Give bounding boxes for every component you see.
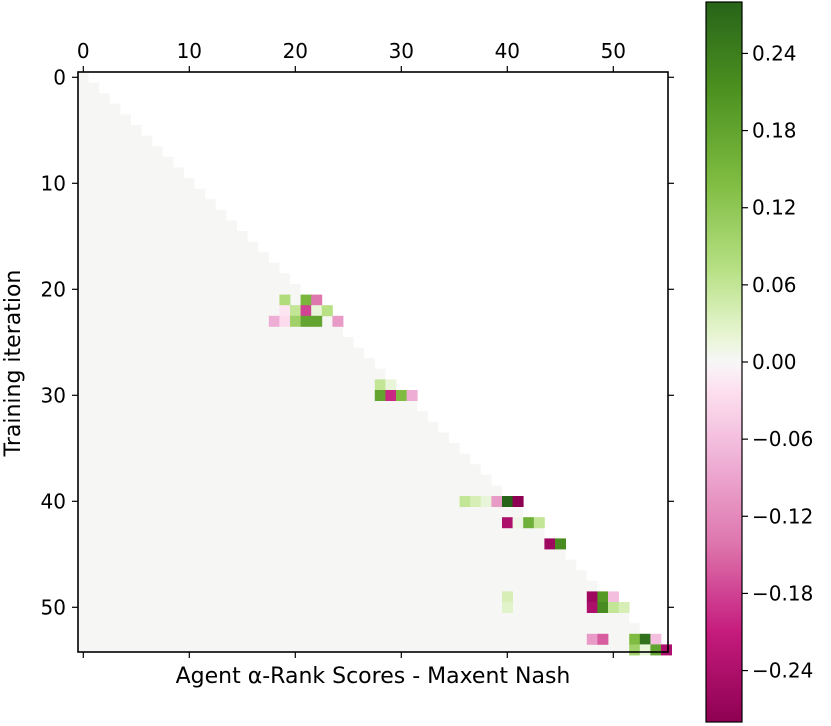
heatmap-cell <box>597 602 609 613</box>
heatmap-cell <box>608 591 619 603</box>
heatmap-cell <box>374 379 386 391</box>
colorbar: 0.24 0.18 0.12 0.06 0.00 −0.06 −0.12 −0.18 −0.24 <box>705 1 813 723</box>
heatmap-cell <box>300 305 312 317</box>
heatmap-cell <box>555 538 566 550</box>
y-tick-label: 50 <box>41 595 66 619</box>
colorbar-tick-label: 0.00 <box>752 350 797 374</box>
x-tick-label: 40 <box>495 39 520 63</box>
heatmap-cell <box>385 379 397 391</box>
heatmap-cell <box>502 591 513 603</box>
heatmap-cell <box>608 602 619 613</box>
heatmap-cell <box>639 644 651 656</box>
heatmap-cell <box>279 315 291 327</box>
heatmap-cell <box>650 633 662 645</box>
y-tick-label: 30 <box>41 383 66 407</box>
heatmap-cell <box>502 496 513 507</box>
heatmap-cell <box>544 538 556 550</box>
y-tick-label: 40 <box>41 489 66 513</box>
heatmap-cell <box>470 496 482 507</box>
x-tick-label: 30 <box>389 39 414 63</box>
heatmap-cell <box>586 633 598 645</box>
heatmap-cell <box>321 305 333 317</box>
x-axis-label: Agent α-Rank Scores - Maxent Nash <box>176 664 571 689</box>
heatmap-cell <box>279 305 291 317</box>
colorbar-tick-label: −0.24 <box>752 659 813 683</box>
heatmap-cell <box>523 517 535 529</box>
heatmap-cell <box>650 644 662 656</box>
heatmap-cell <box>661 644 672 656</box>
colorbar-tick-label: 0.12 <box>752 196 797 220</box>
heatmap-cell <box>459 496 471 507</box>
heatmap-cell <box>586 591 598 603</box>
heatmap-cell <box>629 644 641 656</box>
heatmap-cell <box>290 305 301 317</box>
heatmap-cell <box>406 390 418 401</box>
y-tick-label: 10 <box>41 171 66 195</box>
heatmap-cell <box>300 315 312 327</box>
plot-area <box>77 71 672 656</box>
heatmap-cell <box>311 315 323 327</box>
x-tick-label: 20 <box>283 39 308 63</box>
x-tick-label: 0 <box>77 39 90 63</box>
x-tick-label: 50 <box>601 39 626 63</box>
colorbar-tick-label: −0.06 <box>752 427 813 451</box>
x-axis: 0 10 20 30 40 50 <box>77 39 626 658</box>
heatmap-cell <box>385 390 397 401</box>
heatmap-cell <box>290 315 301 327</box>
heatmap-cell <box>629 633 641 645</box>
colorbar-tick-label: −0.18 <box>752 581 813 605</box>
plot-frame <box>77 71 669 653</box>
heatmap-cell <box>279 294 291 306</box>
heatmap-cell <box>491 496 503 507</box>
heatmap-cell <box>332 315 344 327</box>
heatmap-cell <box>311 305 323 317</box>
y-tick-label: 20 <box>41 277 66 301</box>
y-axis: 0 10 20 30 40 50 <box>41 65 674 619</box>
heatmap-cell <box>396 390 407 401</box>
colorbar-tick-label: 0.06 <box>752 273 797 297</box>
heatmap-cell <box>268 315 280 327</box>
heatmap-cell <box>618 602 630 613</box>
colorbar-ticks: 0.24 0.18 0.12 0.06 0.00 −0.06 −0.12 −0.18 −0.24 <box>742 41 813 683</box>
y-axis-label: Training iteration <box>1 270 26 458</box>
heatmap-cell <box>597 591 609 603</box>
x-tick-label: 10 <box>177 39 202 63</box>
colorbar-tick-label: −0.12 <box>752 504 813 528</box>
heatmap-cell <box>480 496 492 507</box>
heatmap-cell <box>639 633 651 645</box>
heatmap-cell <box>311 294 323 306</box>
colorbar-tick-label: 0.18 <box>752 119 797 143</box>
colorbar-tick-label: 0.24 <box>752 41 797 65</box>
heatmap-cell <box>586 602 598 613</box>
heatmap-cell <box>300 294 312 306</box>
heatmap-cell <box>502 517 513 529</box>
lower-triangle-mask <box>78 72 668 655</box>
heatmap-cell <box>512 517 524 529</box>
heatmap-cell <box>597 633 609 645</box>
heatmap-cell <box>512 496 524 507</box>
y-tick-label: 0 <box>53 65 66 89</box>
colorbar-gradient <box>705 1 743 723</box>
heatmap-cells <box>268 294 672 656</box>
heatmap-cell <box>533 517 545 529</box>
heatmap-cell <box>374 390 386 401</box>
heatmap-cell <box>502 602 513 613</box>
